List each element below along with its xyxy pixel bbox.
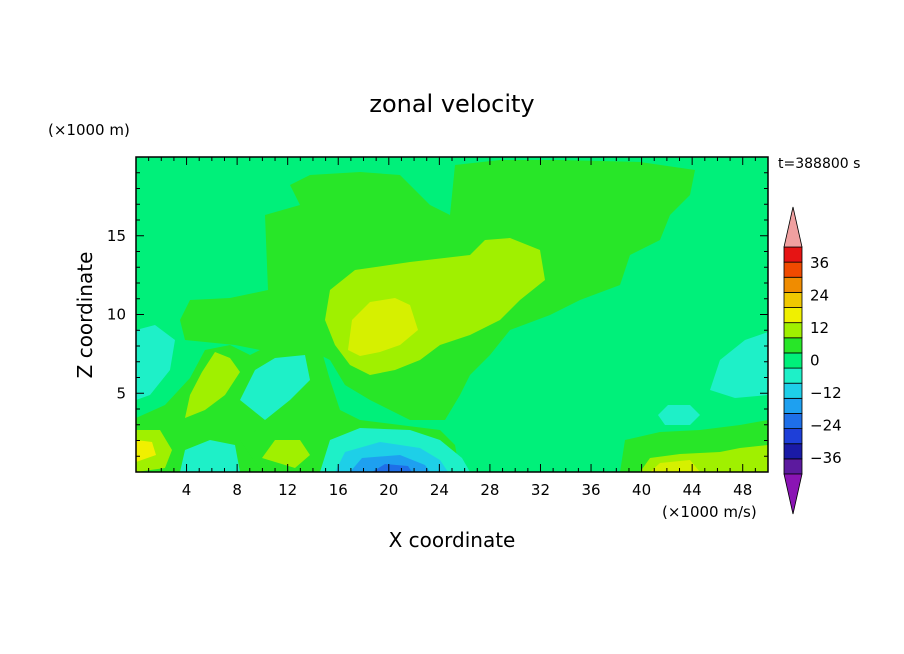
- time-label: t=388800 s: [778, 156, 860, 172]
- x-tick-label: 40: [632, 481, 651, 499]
- colorbar-band: [783, 428, 803, 445]
- y-axis-label: Z coordinate: [73, 252, 97, 379]
- level-band-cyan-right-small: [658, 405, 700, 425]
- level-band-cyan-left-middle: [240, 355, 310, 420]
- level-band-surface-core-min: [372, 464, 412, 472]
- x-unit-label: (×1000 m/s): [662, 503, 757, 521]
- level-band-left-corner-max: [136, 440, 156, 462]
- level-band-cyan-bottom-left: [180, 440, 240, 472]
- colorbar-band: [783, 367, 803, 384]
- colorbar-band: [783, 413, 803, 430]
- level-band-central-max: [348, 298, 418, 356]
- x-tick-label: 20: [379, 481, 398, 499]
- colorbar-band: [783, 322, 803, 339]
- colorbar-band: [783, 246, 803, 263]
- colorbar: [783, 206, 803, 515]
- y-tick-labels: 5 10 15: [107, 227, 126, 403]
- contour-field: [136, 157, 768, 472]
- x-tick-label: 32: [531, 481, 550, 499]
- colorbar-tick-label: 12: [810, 319, 829, 337]
- colorbar-band: [783, 397, 803, 414]
- colorbar-under-arrow: [783, 473, 803, 515]
- level-band-left-tongue: [185, 352, 240, 418]
- colorbar-tick-label: 36: [810, 254, 829, 272]
- level-band-left-cyan: [136, 325, 175, 400]
- colorbar-over-arrow: [783, 206, 803, 248]
- level-band-surface-core: [350, 455, 430, 472]
- colorbar-band: [783, 337, 803, 354]
- colorbar-band: [783, 261, 803, 278]
- colorbar-tick-labels: 36 24 12 0 −12 −24 −36: [810, 254, 842, 467]
- chart-title: zonal velocity: [369, 90, 534, 118]
- x-tick-label: 28: [480, 481, 499, 499]
- level-band-mid-yellowgreen-patch: [262, 440, 310, 468]
- x-tick-label: 12: [278, 481, 297, 499]
- colorbar-tick-label: 24: [810, 287, 829, 305]
- colorbar-tick-label: 0: [810, 352, 820, 370]
- colorbar-band: [783, 307, 803, 324]
- y-unit-label: (×1000 m): [48, 121, 130, 139]
- level-band-cyan-right: [710, 332, 768, 398]
- y-tick-label: 5: [116, 384, 126, 402]
- x-axis-label: X coordinate: [389, 528, 516, 552]
- axis-ticks: [136, 157, 768, 472]
- x-tick-label: 24: [430, 481, 449, 499]
- colorbar-band: [783, 443, 803, 460]
- colorbar-tick-label: −24: [810, 416, 842, 434]
- colorbar-band: [783, 382, 803, 399]
- x-tick-label: 36: [581, 481, 600, 499]
- x-tick-label: 4: [182, 481, 192, 499]
- colorbar-band: [783, 276, 803, 293]
- x-tick-label: 16: [329, 481, 348, 499]
- y-tick-label: 10: [107, 306, 126, 324]
- x-tick-label: 48: [733, 481, 752, 499]
- level-band-right-surface-max: [650, 460, 700, 472]
- y-tick-label: 15: [107, 227, 126, 245]
- x-tick-labels: 4 8 12 16 20 24 28 32 36 40 44 48: [182, 481, 752, 499]
- colorbar-tick-label: −36: [810, 449, 842, 467]
- x-tick-label: 44: [683, 481, 702, 499]
- colorbar-band: [783, 352, 803, 369]
- colorbar-band: [783, 458, 803, 475]
- colorbar-band: [783, 291, 803, 308]
- colorbar-tick-label: −12: [810, 384, 842, 402]
- x-tick-label: 8: [232, 481, 242, 499]
